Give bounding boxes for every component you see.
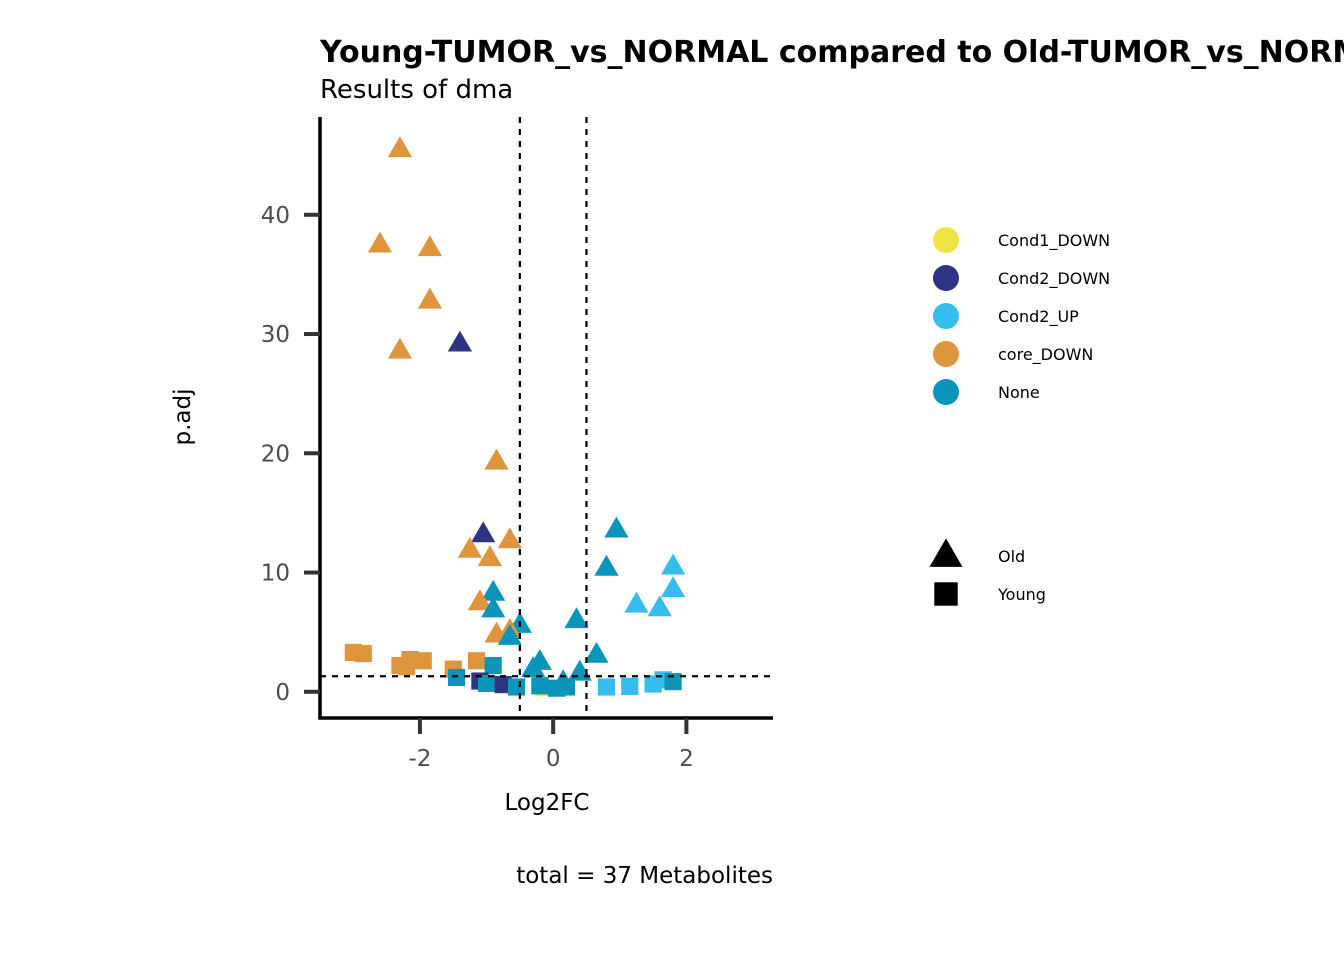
legend-swatch-core-down <box>933 341 959 367</box>
legend-label-cond2-up: Cond2_UP <box>998 307 1079 327</box>
legend-shape-young <box>934 582 958 606</box>
point-none-old <box>481 596 506 618</box>
chart-subtitle: Results of dma <box>320 75 513 105</box>
point-cond2-up-young <box>597 678 616 696</box>
point-none-young <box>531 677 549 695</box>
point-none-young <box>507 678 526 696</box>
point-none-old <box>497 623 522 645</box>
legend-swatch-cond2-down <box>933 265 959 291</box>
legend-swatch-cond1-down <box>933 227 959 253</box>
x-axis-title: Log2FC <box>504 790 589 816</box>
legend-label-core-down: core_DOWN <box>998 345 1093 365</box>
point-core-down-young <box>414 652 432 670</box>
y-tick-label: 20 <box>261 441 290 467</box>
point-core-down-young <box>467 652 486 670</box>
reference-lines <box>320 117 773 718</box>
point-cond2-up-young <box>621 677 639 695</box>
point-core-down-old <box>457 536 482 558</box>
point-none-old <box>521 656 546 678</box>
point-none-young <box>557 678 576 696</box>
point-core-down-old <box>387 337 413 359</box>
point-cond2-down-young <box>494 676 512 694</box>
point-core-down-old <box>497 527 522 549</box>
point-none-young <box>484 656 502 675</box>
color-legend: Cond1_DOWN Cond2_DOWN Cond2_UP core_DOWN Non… <box>933 227 1110 405</box>
y-tick-label: 10 <box>261 561 290 587</box>
point-cond2-up-old <box>624 591 649 613</box>
point-none-young <box>447 668 466 687</box>
point-core-down-old <box>367 231 393 253</box>
point-core-down-old <box>484 448 509 470</box>
point-core-down-old <box>417 287 443 309</box>
point-cond2-up-old <box>660 576 686 598</box>
legend-swatch-cond2-up <box>933 303 959 329</box>
point-none-old <box>567 659 592 681</box>
shape-legend: Old Young <box>929 538 1046 606</box>
y-tick-label: 30 <box>261 322 290 348</box>
point-cond2-down-old <box>447 330 472 352</box>
y-tick-label: 40 <box>261 203 290 229</box>
legend-label-young: Young <box>997 585 1046 604</box>
point-core-down-old <box>417 235 443 257</box>
x-tick-label: -2 <box>408 746 431 772</box>
data-points <box>344 136 686 697</box>
point-none-young <box>477 674 496 692</box>
point-cond2-up-old <box>660 553 686 575</box>
point-cond2-down-old <box>471 521 496 543</box>
point-none-old <box>564 607 589 629</box>
point-cond2-up-old <box>647 595 672 617</box>
x-tick-label: 0 <box>546 746 561 772</box>
y-tick-label: 0 <box>275 680 290 706</box>
point-core-down-old <box>477 545 502 567</box>
point-none-old <box>594 554 619 576</box>
tick-labels: 0 10 20 30 40 -2 0 2 <box>261 203 694 772</box>
legend-label-cond1-down: Cond1_DOWN <box>998 231 1110 251</box>
legend-label-none: None <box>998 383 1040 402</box>
legend-swatch-none <box>933 379 959 405</box>
point-core-down-old <box>467 589 492 611</box>
caption: total = 37 Metabolites <box>516 863 773 889</box>
legend-label-cond2-down: Cond2_DOWN <box>998 269 1110 289</box>
x-tick-label: 2 <box>679 746 694 772</box>
legend-shape-old <box>929 538 963 567</box>
axes <box>318 117 773 720</box>
point-none-old <box>584 641 609 663</box>
point-core-down-young <box>354 645 372 663</box>
point-none-old <box>604 516 629 538</box>
point-core-down-old <box>387 136 413 158</box>
legend-label-old: Old <box>998 547 1025 566</box>
point-core-down-young <box>398 658 416 676</box>
y-axis-title: p.adj <box>170 389 196 446</box>
chart-title: Young-TUMOR_vs_NORMAL compared to Old-TU… <box>319 35 1344 70</box>
point-none-old <box>481 579 506 601</box>
